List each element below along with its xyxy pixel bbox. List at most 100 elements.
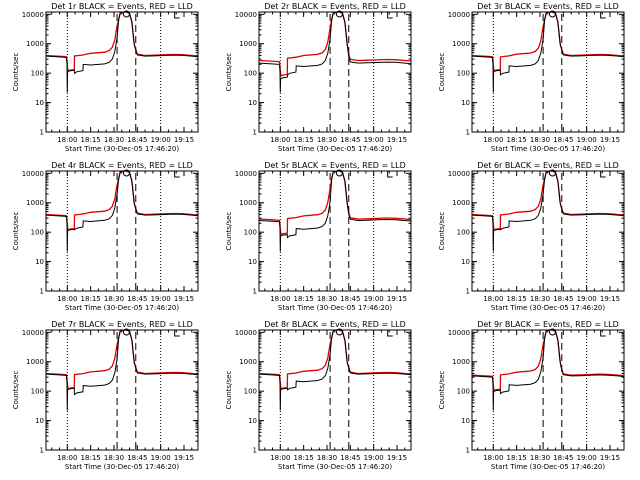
x-tick-label: 18:30	[530, 295, 550, 303]
x-tick-label: 19:15	[600, 295, 620, 303]
x-tick-label: 19:15	[174, 295, 194, 303]
series-lld-line	[258, 11, 412, 77]
y-tick-label: 100	[31, 388, 44, 396]
y-tick-label: 1	[466, 129, 470, 137]
y-tick-label: 1	[253, 288, 257, 296]
y-axis-label: Counts/sec	[12, 371, 20, 410]
y-tick-label: 100	[244, 388, 257, 396]
y-tick-label: 100	[31, 229, 44, 237]
x-axis-label: Start Time (30-Dec-05 17:46:20)	[278, 463, 392, 471]
panel-1: Det 1r BLACK = Events, RED = LLD 1 10 100 10…	[12, 2, 199, 153]
x-tick-label: 18:30	[317, 454, 337, 462]
x-tick-label: 18:45	[553, 295, 573, 303]
series-lld-line	[45, 329, 199, 390]
top-bracket-marker	[600, 12, 606, 19]
y-tick-label: 10000	[448, 170, 470, 178]
y-axis-label: Counts/sec	[225, 212, 233, 251]
x-tick-label: 18:00	[270, 295, 290, 303]
x-tick-label: 18:45	[553, 454, 573, 462]
y-tick-label: 1000	[239, 358, 257, 366]
x-tick-label: 18:00	[483, 295, 503, 303]
y-axis-label: Counts/sec	[225, 53, 233, 92]
y-tick-label: 1000	[26, 199, 44, 207]
x-tick-label: 18:45	[127, 295, 147, 303]
top-bracket-marker	[174, 171, 180, 178]
x-tick-label: 18:00	[57, 454, 77, 462]
panel-9: Det 9r BLACK = Events, RED = LLD 1 10 100 10…	[438, 320, 625, 471]
panel-title: Det 6r BLACK = Events, RED = LLD	[477, 161, 619, 170]
x-tick-label: 18:00	[270, 454, 290, 462]
x-tick-label: 18:45	[127, 454, 147, 462]
y-axis-label: Counts/sec	[225, 371, 233, 410]
y-tick-label: 10	[35, 258, 44, 266]
x-tick-label: 18:30	[104, 295, 124, 303]
y-tick-label: 10000	[448, 11, 470, 19]
y-tick-label: 10000	[235, 329, 257, 337]
y-tick-label: 1	[40, 129, 44, 137]
y-tick-label: 1	[253, 447, 257, 455]
y-tick-label: 10000	[235, 11, 257, 19]
plot-frame	[258, 11, 412, 133]
x-tick-label: 18:30	[104, 136, 124, 144]
x-tick-label: 18:15	[294, 454, 314, 462]
y-tick-label: 1000	[26, 40, 44, 48]
x-tick-label: 19:15	[387, 136, 407, 144]
plot-frame	[45, 11, 199, 133]
panel-8: Det 8r BLACK = Events, RED = LLD 1 10 100 10…	[225, 320, 412, 471]
panel-title: Det 9r BLACK = Events, RED = LLD	[477, 320, 619, 329]
x-tick-label: 18:15	[507, 454, 527, 462]
y-tick-label: 1000	[239, 199, 257, 207]
x-tick-label: 19:15	[600, 454, 620, 462]
panel-4: Det 4r BLACK = Events, RED = LLD 1 10 100 10…	[12, 161, 199, 312]
y-tick-label: 100	[457, 70, 470, 78]
panel-title: Det 8r BLACK = Events, RED = LLD	[264, 320, 406, 329]
x-tick-label: 19:15	[387, 295, 407, 303]
x-axis-label: Start Time (30-Dec-05 17:46:20)	[65, 463, 179, 471]
x-axis-label: Start Time (30-Dec-05 17:46:20)	[491, 304, 605, 312]
x-tick-label: 19:15	[174, 454, 194, 462]
x-tick-label: 18:15	[507, 136, 527, 144]
y-tick-label: 10	[461, 99, 470, 107]
panel-title: Det 4r BLACK = Events, RED = LLD	[51, 161, 193, 170]
y-axis-label: Counts/sec	[438, 212, 446, 251]
y-tick-label: 10	[461, 417, 470, 425]
top-bracket-marker	[174, 12, 180, 19]
panel-6: Det 6r BLACK = Events, RED = LLD 1 10 100 10…	[438, 161, 625, 312]
series-events-line	[471, 170, 625, 252]
panel-2: Det 2r BLACK = Events, RED = LLD 1 10 100 10…	[225, 2, 412, 153]
x-tick-label: 19:00	[364, 136, 384, 144]
panel-7: Det 7r BLACK = Events, RED = LLD 1 10 100 10…	[12, 320, 199, 471]
y-tick-label: 1	[40, 288, 44, 296]
panel-title: Det 5r BLACK = Events, RED = LLD	[264, 161, 406, 170]
x-tick-label: 18:15	[294, 295, 314, 303]
series-events-line	[258, 11, 412, 93]
x-tick-label: 19:15	[600, 136, 620, 144]
y-tick-label: 100	[457, 388, 470, 396]
x-tick-label: 18:45	[340, 454, 360, 462]
x-tick-label: 18:15	[81, 454, 101, 462]
y-tick-label: 10	[461, 258, 470, 266]
series-events-line	[258, 329, 412, 411]
x-tick-label: 19:00	[577, 454, 597, 462]
plot-frame	[45, 329, 199, 451]
series-lld-line	[258, 329, 412, 390]
x-tick-label: 18:15	[507, 295, 527, 303]
y-axis-label: Counts/sec	[438, 53, 446, 92]
x-tick-label: 18:00	[483, 136, 503, 144]
y-tick-label: 100	[244, 70, 257, 78]
x-tick-label: 19:00	[151, 136, 171, 144]
x-tick-label: 19:15	[174, 136, 194, 144]
panel-title: Det 7r BLACK = Events, RED = LLD	[51, 320, 193, 329]
y-tick-label: 10	[248, 417, 257, 425]
x-axis-label: Start Time (30-Dec-05 17:46:20)	[278, 145, 392, 153]
y-axis-label: Counts/sec	[12, 212, 20, 251]
series-events-line	[45, 170, 199, 252]
y-tick-label: 10	[248, 99, 257, 107]
x-tick-label: 18:30	[530, 454, 550, 462]
x-axis-label: Start Time (30-Dec-05 17:46:20)	[278, 304, 392, 312]
x-tick-label: 18:45	[553, 136, 573, 144]
series-lld-line	[258, 170, 412, 236]
x-axis-label: Start Time (30-Dec-05 17:46:20)	[491, 145, 605, 153]
x-tick-label: 18:45	[340, 295, 360, 303]
x-axis-label: Start Time (30-Dec-05 17:46:20)	[65, 304, 179, 312]
